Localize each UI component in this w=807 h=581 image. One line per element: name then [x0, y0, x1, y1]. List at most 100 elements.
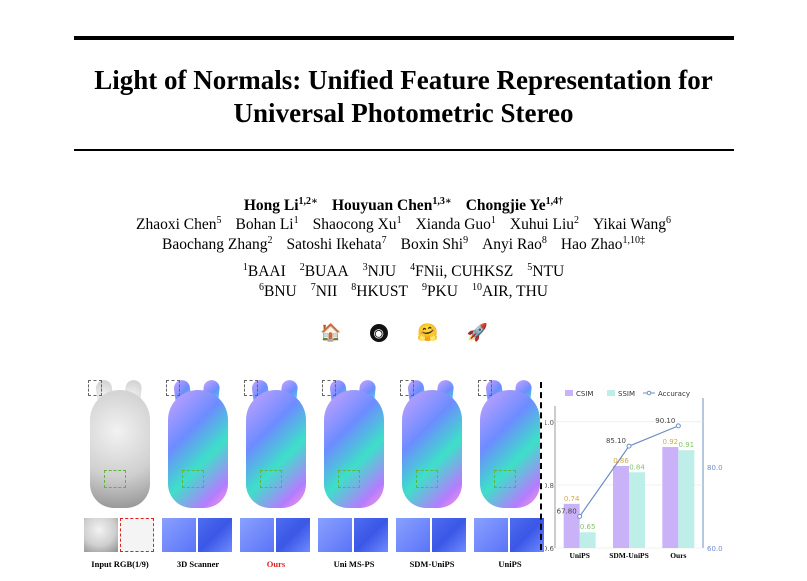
metrics-chart: 0.6 0.8 1.0 60.0 80.0 0.74 0.65 UniPS 0.860.84 SD…	[545, 390, 723, 560]
author: Zhaoxi Chen5	[135, 215, 222, 234]
rocket-icon[interactable]: 🚀	[466, 322, 488, 343]
author-sup: 1,2∗	[298, 196, 318, 207]
author-name: Hao Zhao	[560, 236, 623, 254]
author-sup: 1	[396, 215, 402, 226]
accuracy-value-label: 90.10	[655, 417, 675, 425]
affiliation: 6BNU	[259, 282, 297, 300]
author-name: Xianda Guo	[415, 216, 491, 234]
category-label: UniPS	[569, 551, 589, 560]
author: Yikai Wang6	[593, 215, 671, 233]
affiliation-sup: 5	[527, 262, 533, 273]
ssim-bar	[629, 472, 645, 548]
authors-main-row: Hong Li1,2∗ Houyuan Chen1,3∗ Chongjie Ye1,…	[0, 196, 807, 215]
csim-value-label: 0.86	[613, 457, 629, 465]
affiliations-row-2: 6BNU 7NII 8HKUST 9PKU 10AIR, THU	[0, 282, 807, 301]
ssim-value-label: 0.84	[629, 463, 645, 471]
author-sup: 2	[267, 235, 273, 246]
figure-panel-5	[474, 378, 546, 511]
zoom-thumbnail	[84, 518, 118, 552]
zoom-thumbnail	[318, 518, 352, 552]
author-name: Shaocong Xu	[312, 216, 397, 234]
affiliation-name: NTU	[532, 263, 565, 281]
crop-box	[244, 380, 258, 396]
bunny-render	[324, 390, 384, 508]
affiliation: 2BUAA	[299, 262, 349, 280]
legend-swatch-csim	[565, 390, 573, 396]
affiliation-sup: 4	[410, 262, 416, 273]
affiliation: 5NTU	[527, 262, 565, 281]
author: Chongjie Ye1,4†	[465, 196, 564, 215]
author: Xuhui Liu2	[510, 215, 580, 233]
left-tick-label: 0.6	[545, 545, 555, 553]
legend-swatch-ssim	[607, 390, 615, 396]
crop-box	[338, 470, 360, 488]
zoom-thumbnail	[198, 518, 232, 552]
author: Hong Li1,2∗	[244, 196, 318, 214]
author: Bohan Li1	[235, 215, 299, 233]
author: Shaocong Xu1	[312, 215, 402, 234]
zoom-thumbnail	[396, 518, 430, 552]
bunny-render	[402, 390, 462, 508]
legend-swatch-accuracy-dot	[646, 390, 652, 396]
zoom-thumbnail	[162, 518, 196, 552]
affiliation: 1BAAI	[243, 262, 286, 281]
author-sup: 1	[490, 215, 496, 226]
title-line-2: Universal Photometric Stereo	[233, 98, 574, 128]
figure-panel-0	[84, 378, 156, 511]
affiliation-sup: 2	[299, 262, 305, 273]
author-sup: 5	[216, 215, 222, 226]
author-sup: 2	[574, 215, 580, 226]
affiliation: 9PKU	[422, 282, 458, 300]
zoom-thumbnail	[432, 518, 466, 552]
affiliation-name: BAAI	[247, 263, 286, 281]
ssim-bar	[678, 450, 695, 548]
author-sup: 8	[541, 235, 547, 246]
zoom-thumbnail	[354, 518, 388, 552]
legend-label-ssim: SSIM	[618, 390, 635, 398]
huggingface-icon[interactable]: 🤗	[417, 322, 439, 343]
affiliation: 4FNii, CUHKSZ	[410, 262, 513, 280]
panel-label: UniPS	[498, 559, 522, 569]
zoom-thumbnail	[510, 518, 544, 552]
figure-panel-3	[318, 378, 390, 511]
author-sup: 1,4†	[545, 196, 564, 207]
panel-label: Input RGB(1/9)	[91, 559, 149, 569]
figure-divider	[540, 382, 542, 550]
author-name: Baochang Zhang	[162, 236, 268, 254]
author: Boxin Shi9	[401, 235, 468, 253]
csim-bar	[613, 465, 629, 548]
bunny-render	[168, 390, 228, 508]
author-name: Satoshi Ikehata	[286, 236, 382, 254]
panel-label: SDM-UniPS	[409, 559, 455, 569]
left-tick-label: 0.8	[545, 482, 554, 490]
author-name: Houyuan Chen	[331, 197, 433, 215]
author-name: Zhaoxi Chen	[135, 216, 217, 234]
github-icon[interactable]: ◉	[369, 323, 388, 342]
authors-row-2: Zhaoxi Chen5 Bohan Li1 Shaocong Xu1 Xianda …	[0, 215, 807, 234]
accuracy-value-label: 67.80	[557, 507, 577, 515]
author-name: Chongjie Ye	[465, 197, 546, 215]
title-line-1: Light of Normals: Unified Feature Repres…	[94, 65, 713, 95]
bunny-render	[90, 390, 150, 508]
affiliation-name: NII	[315, 283, 338, 301]
panel-label: Ours	[266, 559, 286, 569]
author-sup: 1,10‡	[622, 235, 645, 246]
figure-panel-1	[162, 378, 234, 511]
author: Xianda Guo1	[415, 215, 496, 234]
home-icon[interactable]: 🏠	[320, 322, 342, 343]
legend-label-accuracy: Accuracy	[658, 390, 690, 398]
figure-panel-4	[396, 378, 468, 511]
panel-label: 3D Scanner	[176, 559, 220, 569]
accuracy-point	[577, 513, 583, 519]
csim-value-label: 0.74	[564, 495, 580, 503]
author-sup: 1	[293, 215, 299, 226]
author: Houyuan Chen1,3∗	[331, 196, 452, 215]
zoom-thumbnail	[240, 518, 274, 552]
affiliation: 8HKUST	[351, 282, 408, 300]
csim-bar	[662, 447, 679, 548]
zoom-thumbnail	[120, 518, 154, 552]
ssim-bar	[579, 532, 596, 548]
csim-bar	[563, 503, 580, 548]
crop-box	[260, 470, 282, 488]
bunny-render	[480, 390, 540, 508]
